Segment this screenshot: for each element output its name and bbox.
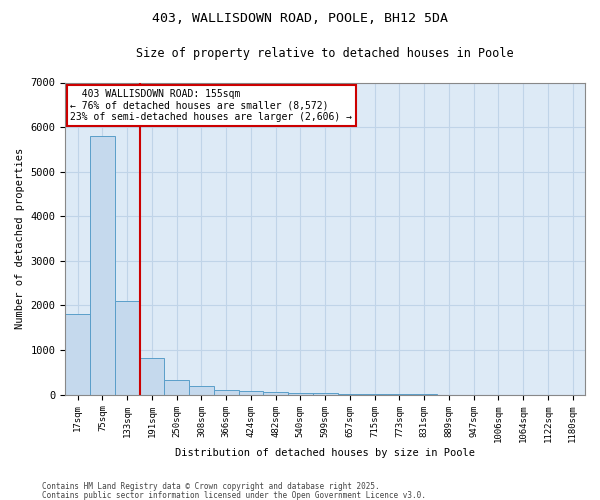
X-axis label: Distribution of detached houses by size in Poole: Distribution of detached houses by size … <box>175 448 475 458</box>
Text: Contains public sector information licensed under the Open Government Licence v3: Contains public sector information licen… <box>42 490 426 500</box>
Bar <box>90 136 115 394</box>
Bar <box>140 358 164 395</box>
Bar <box>164 380 189 394</box>
Bar <box>239 392 263 394</box>
Bar <box>263 392 288 394</box>
Text: 403 WALLISDOWN ROAD: 155sqm
← 76% of detached houses are smaller (8,572)
23% of : 403 WALLISDOWN ROAD: 155sqm ← 76% of det… <box>70 88 352 122</box>
Bar <box>214 390 239 394</box>
Bar <box>65 314 90 394</box>
Title: Size of property relative to detached houses in Poole: Size of property relative to detached ho… <box>136 48 514 60</box>
Y-axis label: Number of detached properties: Number of detached properties <box>15 148 25 329</box>
Bar <box>189 386 214 394</box>
Bar <box>115 301 140 394</box>
Text: 403, WALLISDOWN ROAD, POOLE, BH12 5DA: 403, WALLISDOWN ROAD, POOLE, BH12 5DA <box>152 12 448 26</box>
Bar <box>288 393 313 394</box>
Text: Contains HM Land Registry data © Crown copyright and database right 2025.: Contains HM Land Registry data © Crown c… <box>42 482 380 491</box>
